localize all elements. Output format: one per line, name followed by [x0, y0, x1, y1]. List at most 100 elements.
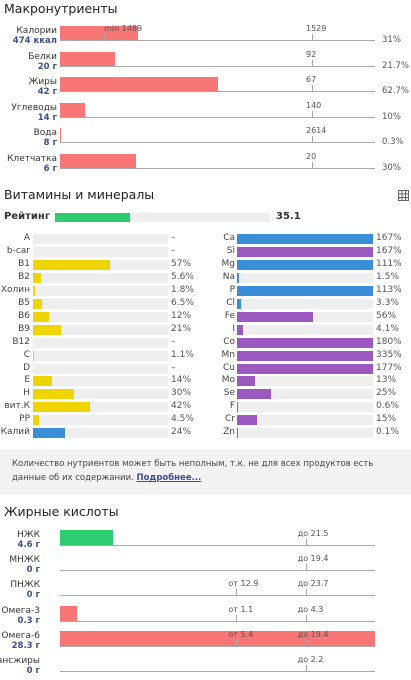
bar [60, 154, 136, 168]
nutrient-percent: 25% [376, 388, 397, 399]
bar [60, 26, 139, 40]
nutrient-name: Na [222, 271, 235, 282]
nutrient-track [237, 415, 373, 426]
nutrient-name: Калий [0, 427, 30, 438]
min-tick [104, 34, 106, 40]
upper-label: до 2.2 [297, 655, 324, 664]
nutrient-bar [33, 324, 62, 335]
baseline [60, 545, 375, 546]
bar [60, 51, 115, 66]
nutrient-bar [237, 272, 240, 283]
table-icon[interactable] [398, 190, 410, 202]
nutrient-percent: 21% [171, 323, 192, 334]
nutrient-percent: 57% [171, 258, 192, 269]
percent: 30% [382, 163, 401, 173]
nutrient-name: Mg [221, 258, 235, 269]
nutrient-track [237, 259, 373, 270]
nutrient-bar [237, 350, 373, 361]
nutrient-track [33, 311, 168, 322]
nutrient-track [237, 246, 373, 257]
baseline [60, 168, 375, 169]
nutrient-track [237, 376, 373, 387]
target-label: 67 [306, 75, 317, 85]
target-tick [312, 59, 313, 66]
section-title: Жирные кислоты [4, 504, 119, 519]
acid-amount: 4.6 г [17, 540, 40, 550]
nutrient-percent: 15% [376, 414, 397, 425]
nutrient-name: C [23, 349, 30, 360]
nutrient-bar [33, 428, 66, 439]
target-label: 2614 [306, 126, 327, 136]
nutrient-percent: 14% [171, 375, 192, 386]
nutrient-name: B2 [18, 271, 30, 282]
bar-area [60, 656, 375, 671]
baseline [60, 91, 375, 93]
baseline [60, 570, 375, 572]
acid-amount: 28.3 г [11, 640, 40, 651]
nutrient-name: Se [223, 388, 235, 399]
nutrient-percent: 1.8% [171, 284, 194, 295]
nutrient-track [33, 363, 168, 374]
lower-label: от 5.4 [228, 629, 254, 639]
nutrient-track [237, 298, 373, 309]
bar-area [60, 51, 375, 66]
nutrient-percent: 180% [376, 336, 402, 347]
nutrient-name: вит.К [4, 401, 30, 412]
lower-tick [236, 614, 238, 621]
nutrient-name: Zn [223, 427, 235, 438]
nutrient-name: B9 [18, 323, 30, 334]
rating-track [55, 213, 270, 222]
nutrient-track [33, 389, 168, 400]
nutrient-bar [33, 350, 35, 361]
nutrient-name: Mo [221, 375, 235, 386]
note-text: Количество нутриентов может быть неполны… [12, 459, 374, 483]
bar-area [60, 26, 375, 40]
nutrient-track [33, 415, 168, 426]
bar-area [60, 605, 375, 621]
nutrient-track [33, 246, 168, 257]
upper-tick [305, 564, 307, 571]
nutrient-track [237, 337, 373, 348]
target-tick [312, 110, 313, 117]
target-label: 92 [306, 49, 317, 59]
acid-amount: 0 г [26, 666, 40, 676]
percent: 62.7% [382, 86, 410, 97]
acid-amount: 0 г [26, 590, 40, 601]
nutrient-track [33, 298, 168, 309]
nutrient-percent: 1.5% [376, 271, 399, 282]
nutrient-percent: – [171, 362, 176, 373]
upper-label: до 4.3 [297, 604, 324, 614]
nutrient-name: B5 [18, 297, 30, 308]
nutrient-name: Ca [223, 233, 235, 243]
upper-tick [305, 639, 307, 646]
more-link[interactable]: Подробнее... [136, 473, 202, 483]
nutrient-name: Клетчатка [7, 154, 57, 164]
target-tick [312, 136, 313, 143]
upper-tick [305, 539, 307, 545]
nutrient-track [33, 234, 168, 244]
bar-area [60, 530, 375, 545]
nutrient-bar [237, 246, 373, 257]
baseline [60, 595, 375, 597]
nutrient-percent: 335% [376, 349, 402, 360]
nutrient-bar [237, 337, 373, 348]
target-tick [312, 85, 313, 92]
nutrient-name: Белки [28, 51, 57, 62]
bar [60, 128, 61, 143]
nutrient-name: Cr [225, 414, 235, 425]
nutrient-name: Si [226, 245, 235, 256]
acid-name: МНЖК [9, 555, 40, 566]
nutrient-track [237, 272, 373, 283]
nutrient-bar [33, 298, 42, 309]
section-title: Витамины и минералы [4, 187, 155, 202]
nutrient-track [33, 324, 168, 335]
nutrient-name: Калории [16, 26, 57, 36]
upper-label: до 19.4 [297, 554, 329, 564]
nutrient-track [237, 389, 373, 400]
baseline [60, 645, 375, 647]
nutrient-track [237, 428, 373, 439]
target-tick [312, 34, 313, 40]
percent: 0.3% [382, 137, 404, 148]
rating-value: 35.1 [276, 211, 301, 222]
